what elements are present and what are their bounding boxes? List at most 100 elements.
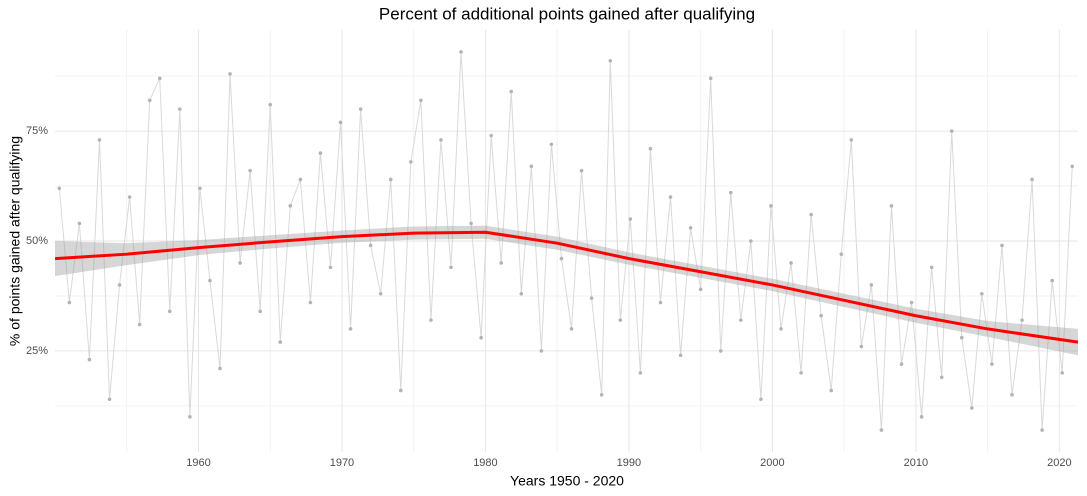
- data-point: [1000, 243, 1004, 248]
- data-point: [117, 283, 122, 287]
- data-point: [439, 138, 443, 142]
- data-point: [378, 291, 383, 296]
- data-point: [178, 107, 182, 111]
- data-point: [1070, 164, 1075, 169]
- data-point: [698, 287, 703, 292]
- data-point: [628, 217, 633, 221]
- data-point: [1030, 177, 1034, 182]
- data-point: [238, 261, 242, 265]
- data-point: [318, 151, 323, 155]
- data-point: [749, 239, 753, 243]
- x-tick-label: 1960: [186, 457, 210, 469]
- data-point: [980, 291, 984, 296]
- y-tick-label: 75%: [26, 125, 48, 137]
- data-point: [859, 344, 864, 349]
- data-point: [879, 428, 884, 432]
- data-point: [368, 243, 373, 248]
- data-point: [489, 133, 493, 138]
- data-point: [137, 322, 142, 327]
- data-point: [157, 76, 162, 81]
- data-point: [849, 138, 854, 142]
- data-point: [688, 226, 693, 230]
- data-point: [509, 89, 514, 94]
- data-point: [338, 120, 343, 125]
- data-line: [58, 51, 1073, 431]
- data-point: [769, 204, 773, 208]
- data-point: [67, 300, 72, 305]
- data-point: [990, 362, 994, 366]
- x-tick-label: 1970: [330, 457, 354, 469]
- y-axis-title: % of points gained after qualifying: [7, 136, 23, 346]
- data-point: [889, 204, 894, 208]
- data-point: [499, 261, 504, 265]
- data-point: [519, 291, 524, 296]
- smooth-line: [54, 230, 1079, 344]
- data-point: [1040, 428, 1044, 432]
- data-point: [759, 397, 763, 402]
- x-tick-label: 1980: [473, 457, 497, 469]
- data-point: [919, 415, 924, 419]
- data-point: [658, 300, 663, 305]
- data-point: [228, 72, 232, 76]
- data-point: [909, 300, 914, 305]
- data-point: [167, 309, 172, 314]
- x-tick-label: 2020: [1047, 457, 1071, 469]
- data-point: [449, 265, 453, 270]
- data-point: [839, 252, 844, 256]
- data-point: [419, 98, 423, 103]
- data-point: [549, 142, 554, 147]
- data-point: [668, 195, 673, 199]
- data-point: [929, 265, 934, 270]
- data-point: [218, 366, 222, 371]
- data-point: [970, 406, 974, 410]
- data-point: [829, 388, 834, 393]
- data-point: [959, 335, 964, 340]
- y-tick-label: 50%: [26, 235, 48, 247]
- data-point: [127, 195, 132, 199]
- data-point: [949, 129, 954, 133]
- data-point: [107, 397, 112, 402]
- data-point: [258, 309, 262, 314]
- data-point: [328, 265, 333, 270]
- data-point: [409, 160, 413, 164]
- data-point: [388, 177, 393, 182]
- data-point: [278, 340, 283, 344]
- x-axis-title: Years 1950 - 2020: [510, 473, 624, 489]
- data-point: [358, 107, 363, 111]
- data-point: [208, 278, 212, 283]
- data-point: [268, 102, 273, 107]
- data-point: [198, 186, 202, 191]
- data-point: [869, 283, 874, 287]
- data-point: [599, 393, 604, 397]
- data-point: [57, 186, 62, 191]
- data-point: [799, 371, 803, 375]
- data-point: [579, 168, 584, 173]
- data-point: [469, 221, 473, 226]
- data-point: [97, 138, 102, 142]
- y-tick-label: 25%: [26, 345, 48, 357]
- data-point: [939, 375, 944, 380]
- data-point: [248, 168, 252, 173]
- x-tick-label: 2000: [760, 457, 784, 469]
- data-point: [1010, 393, 1014, 397]
- data-point: [899, 362, 904, 366]
- data-point: [648, 146, 653, 151]
- data-point: [559, 256, 564, 261]
- data-point: [539, 349, 544, 353]
- data-point: [678, 353, 683, 358]
- x-tick-label: 2010: [904, 457, 928, 469]
- data-point: [708, 76, 713, 81]
- data-point: [308, 300, 313, 305]
- data-point: [638, 371, 643, 375]
- data-point: [288, 204, 293, 208]
- data-point: [809, 212, 813, 217]
- data-point: [398, 388, 403, 393]
- data-point: [1050, 278, 1054, 283]
- chart-title: Percent of additional points gained afte…: [379, 4, 755, 23]
- confidence-band: [55, 225, 1078, 356]
- data-point: [618, 318, 623, 322]
- data-point: [779, 327, 783, 331]
- data-point: [459, 50, 463, 54]
- data-point: [569, 327, 574, 331]
